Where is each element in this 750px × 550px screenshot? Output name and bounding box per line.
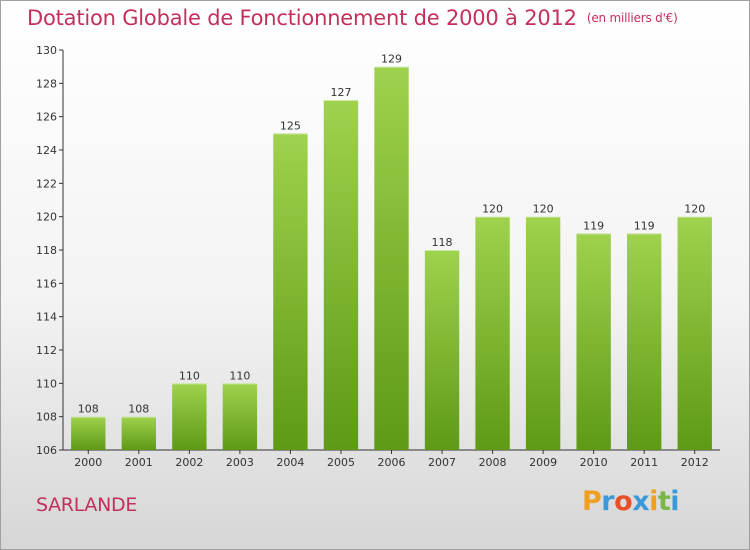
value-label: 120 <box>533 203 554 216</box>
bar-2007 <box>424 250 460 450</box>
value-label: 119 <box>634 219 655 232</box>
value-label: 118 <box>432 236 453 249</box>
y-tick-label: 112 <box>36 344 57 357</box>
y-tick-label: 110 <box>36 377 57 390</box>
bar-2005 <box>323 100 359 450</box>
x-tick-label: 2004 <box>276 456 304 469</box>
bar-2008 <box>475 216 510 450</box>
x-tick-label: 2010 <box>580 456 608 469</box>
x-tick-label: 2007 <box>428 456 456 469</box>
labels: 2000 108 2001 108 2002 110 2003 110 2004 125 2005 1… <box>74 53 708 469</box>
y-tick-label: 128 <box>36 77 57 90</box>
x-tick-label: 2006 <box>378 456 406 469</box>
value-label: 120 <box>482 203 503 216</box>
value-label: 125 <box>280 119 301 132</box>
y-tick-label: 118 <box>36 244 57 257</box>
x-tick-label: 2009 <box>529 456 557 469</box>
chart-unit: (en milliers d'€) <box>586 11 678 25</box>
bar-2006 <box>374 66 409 451</box>
x-tick-label: 2000 <box>74 456 102 469</box>
bar-2002 <box>172 383 207 450</box>
chart-title: Dotation Globale de Fonctionnement de 20… <box>27 6 678 30</box>
proxiti-logo: Proxiti <box>582 486 680 517</box>
value-label: 108 <box>78 403 99 416</box>
y-tick-label: 116 <box>36 277 57 290</box>
x-tick-label: 2012 <box>681 456 709 469</box>
x-tick-label: 2011 <box>630 456 658 469</box>
x-tick-label: 2001 <box>125 456 153 469</box>
value-label: 108 <box>128 403 149 416</box>
value-label: 110 <box>229 369 250 382</box>
x-tick-label: 2005 <box>327 456 355 469</box>
y-tick-label: 106 <box>36 444 57 457</box>
y-tick-label: 122 <box>36 177 57 190</box>
bar-2004 <box>273 133 308 451</box>
bar-2011 <box>627 233 662 450</box>
x-tick-label: 2002 <box>175 456 203 469</box>
value-label: 119 <box>583 219 604 232</box>
y-tick-label: 126 <box>36 111 57 124</box>
bar-2001 <box>121 416 156 450</box>
value-label: 120 <box>684 203 705 216</box>
x-tick-label: 2003 <box>226 456 254 469</box>
bars <box>71 66 712 451</box>
x-tick-label: 2008 <box>479 456 507 469</box>
commune-name: SARLANDE <box>36 494 138 516</box>
bar-2009 <box>525 216 561 450</box>
y-tick-label: 124 <box>36 144 57 157</box>
value-label: 129 <box>381 53 402 66</box>
value-label: 127 <box>330 86 351 99</box>
bar-2012 <box>677 216 712 450</box>
y-tick-label: 108 <box>36 411 57 424</box>
chart-title-text: Dotation Globale de Fonctionnement de 20… <box>27 6 577 30</box>
bar-2010 <box>576 233 611 450</box>
y-tick-label: 130 <box>36 44 57 57</box>
y-tick-label: 120 <box>36 211 57 224</box>
bar-2000 <box>71 416 106 450</box>
bar-2003 <box>222 383 258 450</box>
value-label: 110 <box>179 369 200 382</box>
y-tick-label: 114 <box>36 311 57 324</box>
